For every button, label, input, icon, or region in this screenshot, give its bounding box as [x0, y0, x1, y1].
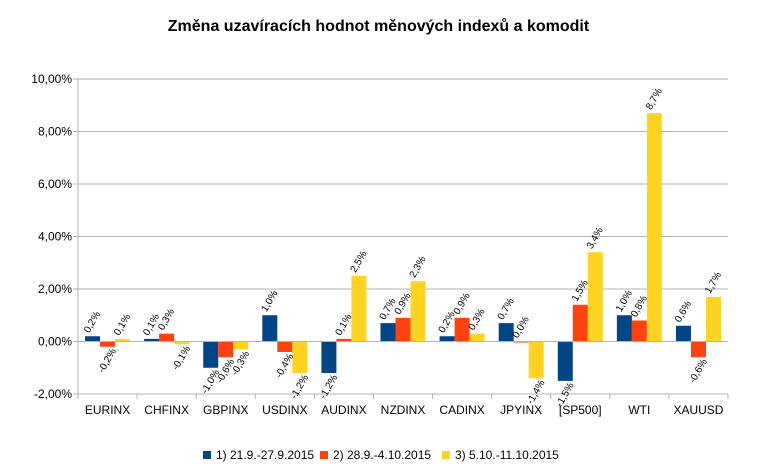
data-label: 2,5% [349, 249, 370, 274]
bar [616, 315, 632, 342]
bar [528, 341, 544, 379]
category-label: CHFINX [144, 403, 189, 417]
y-tick-label: 2,00% [38, 282, 72, 296]
legend-label: 3) 5.10.-11.10.2015 [455, 448, 559, 462]
bar [690, 341, 706, 358]
category-label: CADINX [439, 403, 484, 417]
data-label: 0,9% [393, 291, 414, 316]
data-label: 1,7% [703, 270, 724, 295]
bar [321, 341, 337, 373]
data-label: 0,7% [496, 296, 517, 321]
data-label: 0,0% [511, 315, 532, 340]
data-label: 0,9% [452, 291, 473, 316]
legend-label: 2) 28.9.-4.10.2015 [333, 448, 431, 462]
data-label: 1,5% [570, 278, 591, 303]
data-label: 3,4% [585, 226, 606, 251]
data-label: 0,6% [673, 299, 694, 324]
data-label: 0,3% [467, 307, 488, 332]
data-label: 1,0% [259, 289, 280, 314]
bar [218, 341, 234, 358]
bar [675, 325, 691, 342]
category-label: NZDINX [381, 403, 426, 417]
bar [115, 338, 131, 342]
data-label: -0,2% [96, 347, 119, 375]
bar [410, 281, 426, 342]
bar [277, 341, 293, 352]
data-label: 8,7% [644, 86, 665, 111]
bar [100, 341, 116, 347]
data-label: 0,1% [334, 312, 355, 337]
bar [705, 296, 721, 342]
data-label: 2,3% [408, 254, 429, 279]
data-label: -1,4% [525, 378, 548, 406]
bar [380, 323, 396, 342]
bar [469, 333, 485, 342]
y-tick-label: 6,00% [38, 177, 72, 191]
bar [336, 338, 352, 342]
y-tick-label: -2,00% [34, 387, 72, 401]
bar [292, 341, 308, 373]
data-label: -1,2% [289, 373, 312, 401]
category-label: AUDINX [321, 403, 366, 417]
bar [262, 315, 278, 342]
bar [144, 338, 160, 342]
y-tick-label: 8,00% [38, 125, 72, 139]
legend-swatch [320, 451, 328, 459]
data-label: 0,1% [112, 312, 133, 337]
bar [587, 252, 603, 342]
y-tick-label: 4,00% [38, 230, 72, 244]
y-tick-label: 0,00% [38, 335, 72, 349]
bar [572, 304, 588, 342]
y-tick-label: 10,00% [31, 72, 72, 86]
bar [233, 341, 249, 350]
category-label: GBPINX [203, 403, 248, 417]
chart-title: Změna uzavíracích hodnot měnových indexů… [167, 18, 590, 35]
legend-label: 1) 21.9.-27.9.2015 [216, 448, 314, 462]
bar [646, 113, 662, 342]
category-label: [SP500] [559, 403, 602, 417]
bar [351, 275, 367, 342]
bar [174, 341, 190, 345]
data-label: 0,2% [82, 310, 103, 335]
category-label: XAUUSD [673, 403, 723, 417]
bar [159, 333, 175, 342]
data-label: -0,1% [170, 344, 193, 372]
category-label: EURINX [85, 403, 130, 417]
data-label: -1,2% [318, 373, 341, 401]
data-label: 0,3% [156, 307, 177, 332]
data-label: -0,6% [687, 357, 710, 385]
category-label: USDINX [262, 403, 307, 417]
category-label: WTI [628, 403, 650, 417]
bar [395, 317, 411, 342]
category-label: JPYINX [500, 403, 542, 417]
bar [631, 320, 647, 342]
bar [454, 317, 470, 342]
bar [203, 341, 219, 368]
bar [85, 336, 101, 342]
legend-swatch [203, 451, 211, 459]
bar [557, 341, 573, 381]
bar [439, 336, 455, 342]
bar [498, 323, 514, 342]
legend-swatch [442, 451, 450, 459]
